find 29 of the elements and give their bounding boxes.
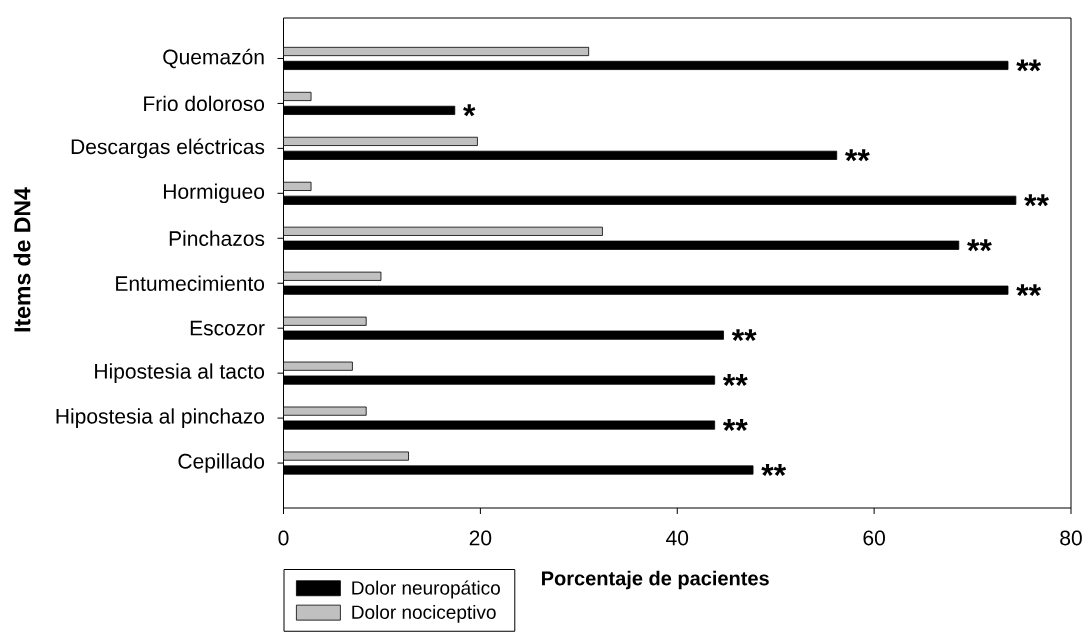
legend-label: Dolor nociceptivo <box>352 605 496 623</box>
annotation: ** <box>761 464 787 476</box>
annotation: ** <box>722 374 748 386</box>
x-tick-label: 0 <box>278 530 289 546</box>
annotation: ** <box>1016 59 1042 72</box>
x-tick-label: 60 <box>863 530 885 546</box>
annotation: ** <box>731 329 757 342</box>
y-tick-label: Frio doloroso <box>144 95 265 112</box>
y-tick-label: Cepillado <box>178 453 265 473</box>
y-tick-label: Hipostesia al pinchazo <box>56 408 265 428</box>
x-tick-label: 80 <box>1060 530 1082 546</box>
y-tick-label: Entumecimiento <box>116 275 265 291</box>
annotation: ** <box>845 149 870 162</box>
annotation: ** <box>1016 284 1042 297</box>
x-tick-label: 40 <box>666 530 689 546</box>
legend-label: Dolor neuropático <box>352 580 500 599</box>
y-tick-label: Quemazón <box>163 48 264 69</box>
x-axis-title: Porcentaje de pacientes <box>542 570 769 590</box>
y-tick-label: Descargas eléctricas <box>71 138 265 159</box>
annotation: ** <box>1024 194 1049 207</box>
annotation: ** <box>722 419 748 431</box>
y-tick-label: Hormigueo <box>163 183 265 204</box>
y-tick-label: Pinchazos <box>169 230 265 246</box>
x-tick-label: 20 <box>469 530 492 546</box>
y-axis-title: Items de DN4 <box>13 187 31 332</box>
annotation: * <box>463 104 476 117</box>
y-tick-label: Hipostesia al tacto <box>95 363 265 383</box>
y-tick-label: Escozor <box>190 320 265 336</box>
annotation: ** <box>967 239 992 252</box>
